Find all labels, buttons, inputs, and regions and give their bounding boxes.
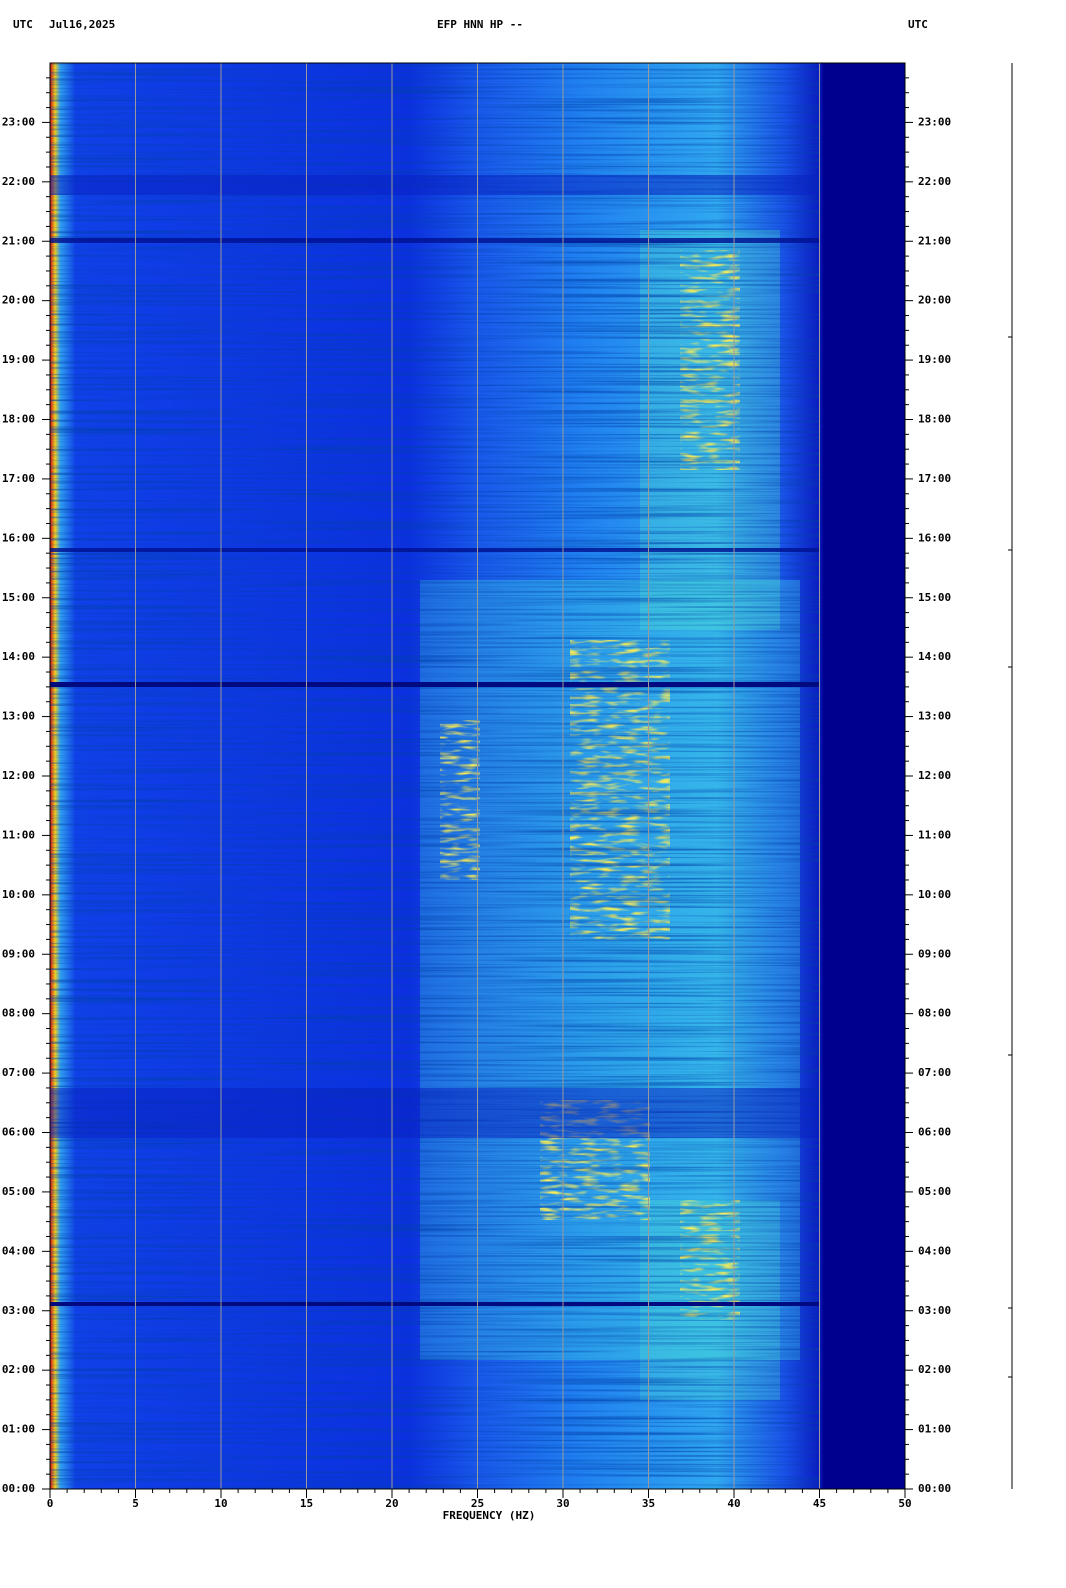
y-tick-label: 05:00 <box>2 1185 35 1198</box>
y-tick-label: 01:00 <box>2 1423 35 1436</box>
y-tick-label-right: 12:00 <box>918 769 951 782</box>
y-tick-label-right: 05:00 <box>918 1185 951 1198</box>
y-tick-label-right: 18:00 <box>918 413 951 426</box>
x-tick-label: 40 <box>727 1497 740 1510</box>
y-tick-label: 09:00 <box>2 947 35 960</box>
y-tick-label: 20:00 <box>2 294 35 307</box>
y-tick-label: 15:00 <box>2 591 35 604</box>
side-scale <box>1008 63 1013 1489</box>
y-tick-label: 06:00 <box>2 1126 35 1139</box>
y-tick-label-right: 15:00 <box>918 591 951 604</box>
y-tick-label-right: 17:00 <box>918 472 951 485</box>
x-tick-label: 5 <box>132 1497 139 1510</box>
y-tick-label-right: 22:00 <box>918 175 951 188</box>
y-tick-label-right: 10:00 <box>918 888 951 901</box>
y-tick-label-right: 08:00 <box>918 1007 951 1020</box>
grid <box>135 63 820 1489</box>
chart-title: EFP HNN HP -- <box>437 18 523 31</box>
y-tick-label: 04:00 <box>2 1244 35 1257</box>
y-tick-label: 16:00 <box>2 531 35 544</box>
y-tick-label: 14:00 <box>2 650 35 663</box>
y-tick-label-right: 09:00 <box>918 947 951 960</box>
y-tick-label: 22:00 <box>2 175 35 188</box>
y-tick-label: 11:00 <box>2 828 35 841</box>
left-timezone: UTC <box>13 18 33 31</box>
y-tick-label-right: 00:00 <box>918 1482 951 1495</box>
y-tick-label-right: 11:00 <box>918 828 951 841</box>
y-tick-label-right: 21:00 <box>918 234 951 247</box>
x-tick-label: 25 <box>471 1497 484 1510</box>
y-tick-label-right: 01:00 <box>918 1423 951 1436</box>
x-tick-label: 20 <box>385 1497 398 1510</box>
y-tick-label: 10:00 <box>2 888 35 901</box>
x-tick-label: 35 <box>642 1497 655 1510</box>
y-tick-label: 03:00 <box>2 1304 35 1317</box>
y-tick-label-right: 04:00 <box>918 1244 951 1257</box>
y-tick-label-right: 20:00 <box>918 294 951 307</box>
date: Jul16,2025 <box>49 18 115 31</box>
y-tick-label: 18:00 <box>2 413 35 426</box>
y-tick-label: 12:00 <box>2 769 35 782</box>
y-tick-label: 08:00 <box>2 1007 35 1020</box>
x-tick-label: 10 <box>214 1497 227 1510</box>
y-tick-label: 19:00 <box>2 353 35 366</box>
y-tick-label-right: 16:00 <box>918 531 951 544</box>
x-tick-label: 15 <box>300 1497 313 1510</box>
right-timezone: UTC <box>908 18 928 31</box>
y-tick-label: 00:00 <box>2 1482 35 1495</box>
y-tick-label: 02:00 <box>2 1363 35 1376</box>
y-tick-label-right: 02:00 <box>918 1363 951 1376</box>
y-tick-label-right: 07:00 <box>918 1066 951 1079</box>
y-tick-label-right: 14:00 <box>918 650 951 663</box>
y-tick-label: 23:00 <box>2 115 35 128</box>
y-tick-label: 17:00 <box>2 472 35 485</box>
y-tick-label: 21:00 <box>2 234 35 247</box>
x-tick-label: 50 <box>898 1497 911 1510</box>
x-tick-label: 30 <box>556 1497 569 1510</box>
y-tick-label: 13:00 <box>2 710 35 723</box>
y-tick-label: 07:00 <box>2 1066 35 1079</box>
y-tick-label-right: 19:00 <box>918 353 951 366</box>
y-tick-label-right: 23:00 <box>918 115 951 128</box>
x-tick-label: 0 <box>47 1497 54 1510</box>
y-tick-label-right: 03:00 <box>918 1304 951 1317</box>
x-tick-label: 45 <box>813 1497 826 1510</box>
x-axis-title: FREQUENCY (HZ) <box>443 1509 536 1522</box>
y-tick-label-right: 13:00 <box>918 710 951 723</box>
y-tick-label-right: 06:00 <box>918 1126 951 1139</box>
